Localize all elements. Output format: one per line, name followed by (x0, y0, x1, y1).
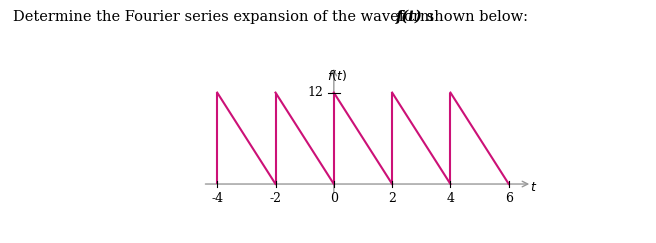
Text: 4: 4 (447, 192, 455, 205)
Text: Determine the Fourier series expansion of the waveform: Determine the Fourier series expansion o… (13, 10, 438, 24)
Text: $t$: $t$ (530, 181, 537, 194)
Text: $f(t)$: $f(t)$ (327, 68, 346, 83)
Text: -4: -4 (211, 192, 223, 205)
Text: -2: -2 (270, 192, 281, 205)
Text: f(t): f(t) (396, 10, 422, 24)
Text: shown below:: shown below: (422, 10, 528, 24)
Text: 0: 0 (330, 192, 338, 205)
Text: 6: 6 (504, 192, 513, 205)
Text: 2: 2 (388, 192, 396, 205)
Text: 12: 12 (308, 86, 323, 99)
